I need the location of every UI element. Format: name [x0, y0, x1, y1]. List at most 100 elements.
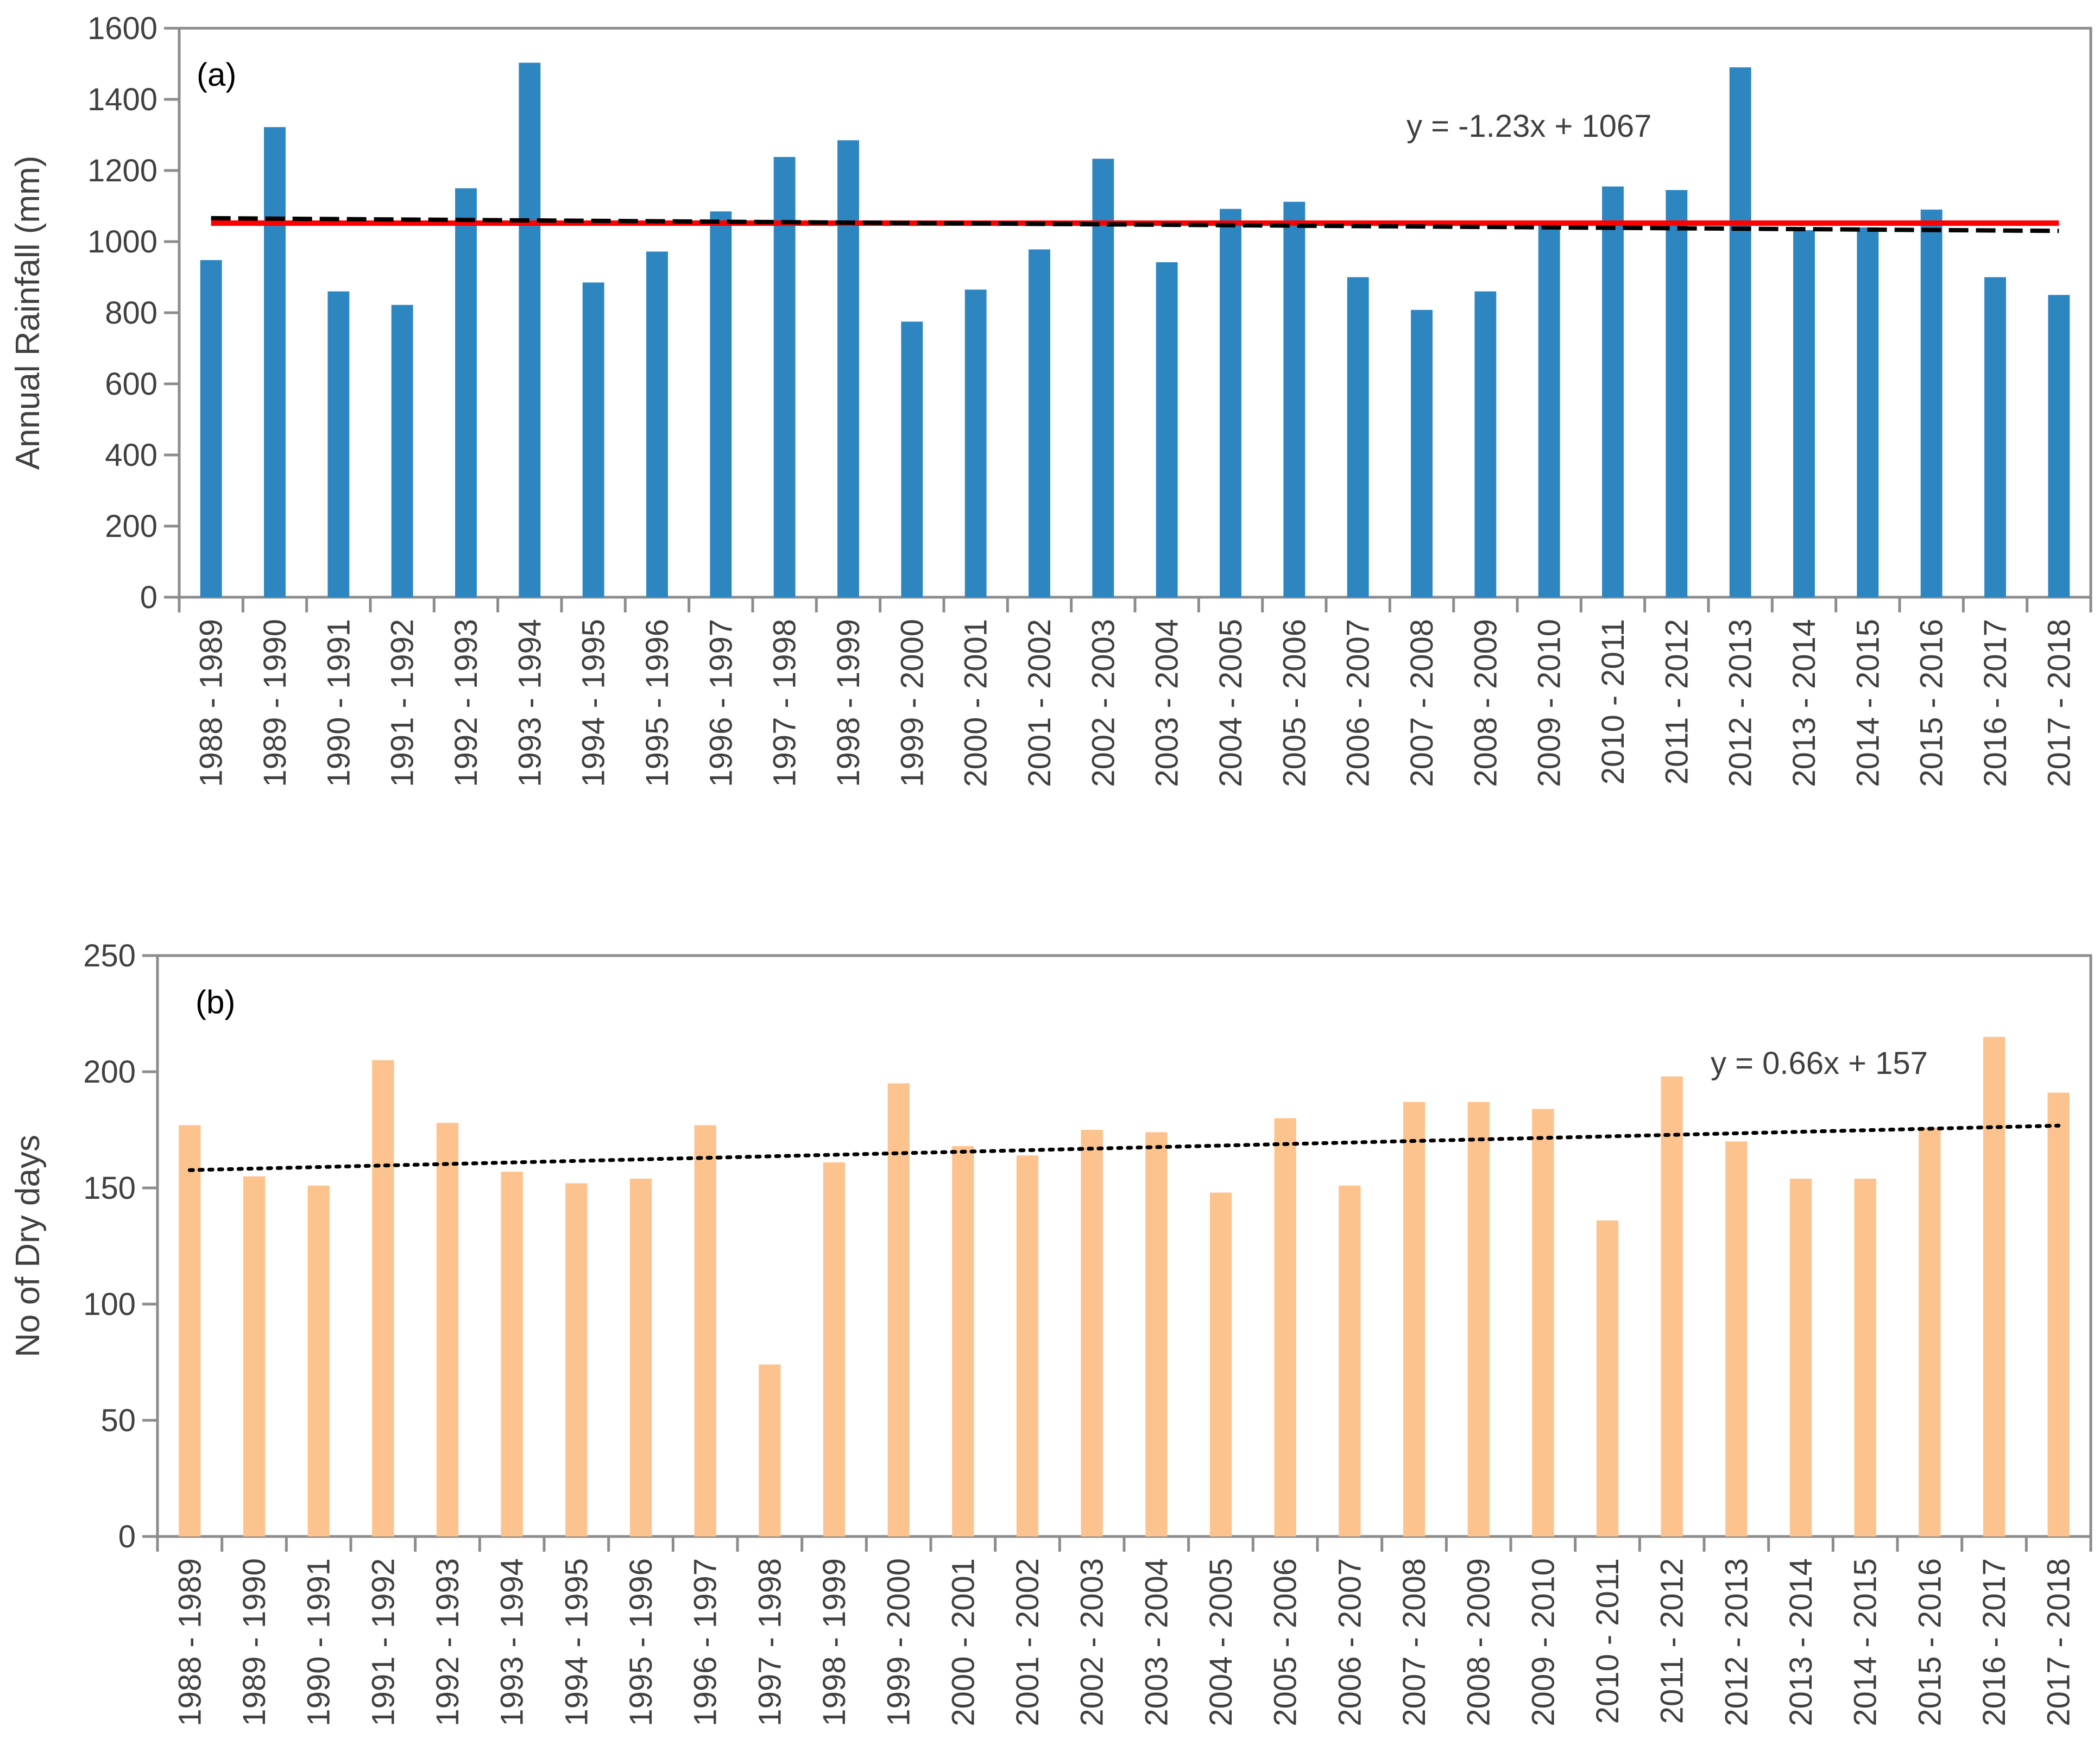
x-tick-label: 2014 - 2015 [1848, 1558, 1883, 1727]
bar-2010-2011 [1602, 186, 1624, 598]
dry-days-bars [179, 1036, 2070, 1536]
bar-1990-1991 [327, 291, 350, 597]
x-tick-label: 1990 - 1991 [301, 1558, 337, 1727]
y-tick-label: 200 [83, 1054, 136, 1090]
bar-1993-1994 [501, 1172, 523, 1536]
x-tick-label: 1992 - 1993 [430, 1558, 465, 1727]
bar-2007-2008 [1411, 309, 1433, 597]
rainfall-reference-lines [211, 216, 2059, 233]
y-tick-label: 0 [118, 1519, 136, 1554]
x-tick-label: 1990 - 1991 [321, 619, 356, 787]
bar-2013-2014 [1789, 1178, 1812, 1536]
bar-2002-2003 [1081, 1130, 1103, 1536]
rainfall-y-axis: 0 200 400 600 800 1000 1200 1400 1600 [87, 11, 179, 615]
x-tick-label: 2002 - 2003 [1086, 619, 1121, 787]
x-tick-label: 2017 - 2018 [2041, 619, 2077, 787]
dry-days-y-axis: 0 50 100 150 200 250 [83, 938, 157, 1554]
bar-2005-2006 [1274, 1118, 1296, 1536]
x-tick-label: 1992 - 1993 [449, 619, 484, 787]
rainfall-x-axis: 1988 - 1989 1989 - 1990 1990 - 1991 1991 - … [178, 597, 2092, 787]
bar-2014-2015 [1854, 1178, 1876, 1536]
y-tick-label: 600 [105, 366, 157, 402]
bar-2016-2017 [1983, 1036, 2006, 1536]
x-tick-label: 2003 - 2004 [1150, 619, 1185, 787]
bar-2012-2013 [1729, 67, 1751, 598]
bar-2006-2007 [1339, 1185, 1361, 1536]
dry-days-x-axis: 1988 - 1989 1989 - 1990 1990 - 1991 1991 - … [156, 1536, 2092, 1727]
x-tick-label: 1994 - 1995 [559, 1558, 594, 1727]
bar-1993-1994 [519, 62, 541, 597]
x-tick-label: 1996 - 1997 [703, 619, 739, 787]
y-tick-label: 1000 [87, 224, 157, 260]
x-tick-label: 1998 - 1999 [831, 619, 866, 787]
x-tick-label: 2011 - 2012 [1659, 619, 1694, 785]
trend-line [211, 216, 2059, 233]
bar-2001-2002 [1016, 1155, 1039, 1536]
bar-1995-1996 [629, 1178, 652, 1536]
x-tick-label: 1989 - 1990 [257, 619, 293, 787]
rainfall-trend-equation: y = -1.23x + 1067 [1407, 109, 1651, 144]
bar-2016-2017 [1984, 277, 2006, 597]
x-tick-label: 1993 - 1994 [512, 619, 547, 787]
x-tick-label: 2010 - 2011 [1596, 619, 1631, 785]
panel-label-a: (a) [197, 56, 236, 93]
bar-2008-2009 [1474, 291, 1497, 597]
bar-1992-1993 [455, 188, 477, 597]
x-tick-label: 2003 - 2004 [1139, 1558, 1174, 1727]
x-tick-label: 2006 - 2007 [1341, 619, 1376, 787]
x-tick-label: 1994 - 1995 [576, 619, 611, 787]
y-tick-label: 800 [105, 295, 157, 331]
bar-1988-1989 [200, 260, 222, 597]
x-tick-label: 2007 - 2008 [1404, 619, 1440, 787]
bar-2001-2002 [1029, 249, 1050, 597]
dry-days-trend-equation: y = 0.66x + 157 [1711, 1046, 1928, 1081]
x-tick-label: 1995 - 1996 [640, 619, 675, 787]
bar-2002-2003 [1092, 159, 1114, 597]
bar-1997-1998 [773, 157, 796, 597]
x-tick-label: 2012 - 2013 [1723, 619, 1758, 787]
x-tick-label: 1993 - 1994 [495, 1558, 530, 1727]
bar-1999-2000 [887, 1083, 910, 1536]
x-tick-label: 1999 - 2000 [894, 619, 930, 787]
bar-2013-2014 [1793, 230, 1815, 597]
x-tick-label: 2009 - 2010 [1525, 1558, 1561, 1727]
bar-2014-2015 [1857, 227, 1879, 597]
x-tick-label: 2005 - 2006 [1277, 619, 1312, 787]
y-tick-label: 200 [105, 509, 157, 544]
y-tick-label: 250 [83, 938, 136, 973]
x-tick-label: 2008 - 2009 [1468, 619, 1503, 787]
bar-1998-1999 [823, 1162, 846, 1536]
bar-1999-2000 [901, 321, 923, 597]
bar-2006-2007 [1347, 277, 1369, 597]
x-tick-label: 1996 - 1997 [688, 1558, 723, 1727]
x-tick-label: 2013 - 2014 [1787, 619, 1822, 787]
x-tick-label: 2012 - 2013 [1719, 1558, 1754, 1727]
bar-1992-1993 [436, 1123, 459, 1536]
bar-1989-1990 [264, 127, 286, 598]
x-tick-label: 1997 - 1998 [752, 1558, 787, 1727]
bar-2011-2012 [1666, 190, 1688, 597]
bar-2000-2001 [952, 1146, 974, 1536]
bar-2010-2011 [1596, 1220, 1619, 1536]
bar-2003-2004 [1156, 262, 1178, 597]
bar-2012-2013 [1725, 1141, 1748, 1536]
x-tick-label: 1988 - 1989 [172, 1558, 207, 1727]
bar-1998-1999 [837, 140, 859, 597]
bar-1994-1995 [582, 282, 604, 597]
x-tick-label: 2005 - 2006 [1268, 1558, 1303, 1727]
bar-2005-2006 [1283, 201, 1306, 597]
x-tick-label: 2008 - 2009 [1461, 1558, 1497, 1727]
x-tick-label: 2013 - 2014 [1783, 1558, 1819, 1727]
trend-line [187, 1123, 2061, 1172]
bar-2004-2005 [1220, 208, 1241, 597]
x-tick-label: 2002 - 2003 [1075, 1558, 1110, 1727]
x-tick-label: 2006 - 2007 [1332, 1558, 1367, 1727]
x-tick-label: 1989 - 1990 [237, 1558, 272, 1727]
bar-1995-1996 [646, 251, 668, 598]
x-tick-label: 2014 - 2015 [1850, 619, 1885, 787]
bar-2017-2018 [2047, 1092, 2070, 1536]
x-tick-label: 2016 - 2017 [1977, 1558, 2012, 1727]
bar-1996-1997 [710, 211, 732, 597]
